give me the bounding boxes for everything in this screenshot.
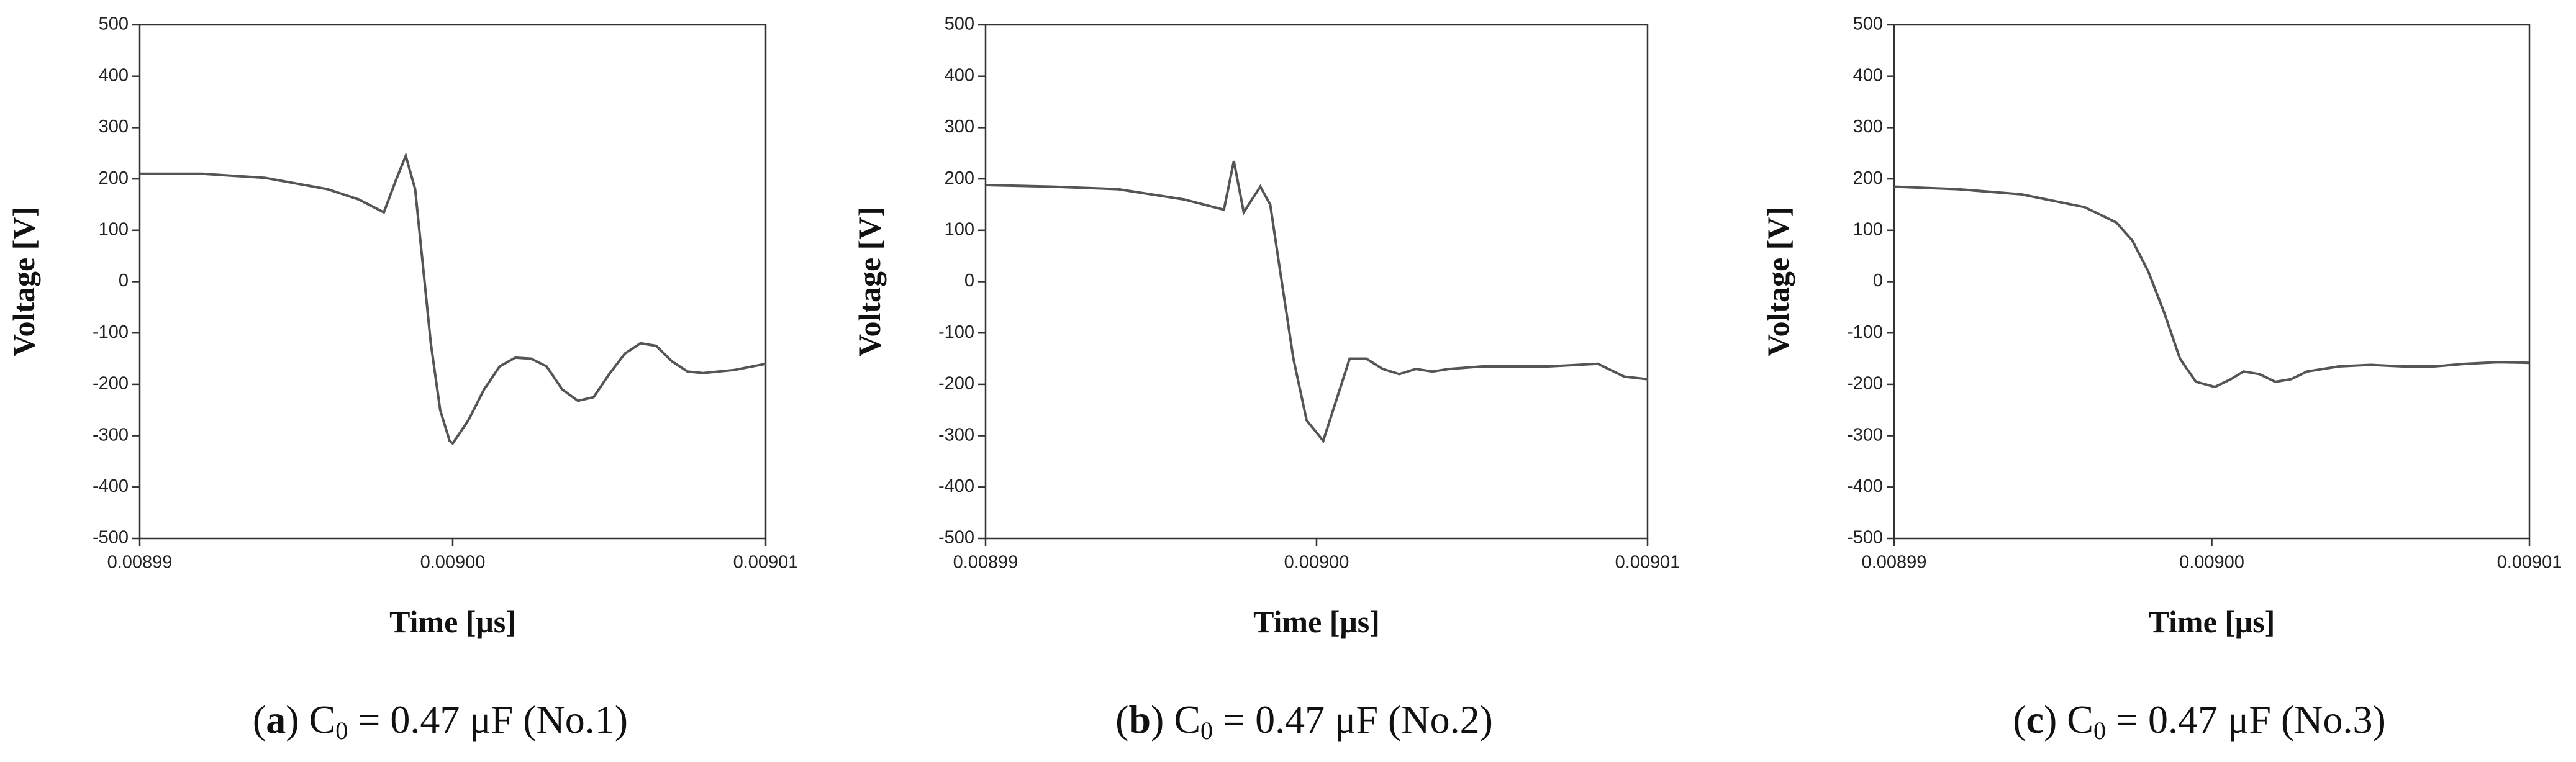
- y-tick-label: 400: [1853, 65, 1883, 85]
- y-tick-label: -500: [1847, 528, 1883, 548]
- caption: (b) C0 = 0.47 μF (No.2): [1115, 697, 1493, 745]
- y-axis-label: Voltage [V]: [852, 207, 887, 356]
- y-tick-label: -400: [93, 476, 129, 496]
- data-line: [140, 152, 766, 445]
- caption-tail: = 0.47 μF (No.2): [1213, 697, 1493, 742]
- panel: -500 -400 -300 -200 -100 0 100 200 300 400 500 0.00…: [6, 14, 798, 745]
- x-axis-label: Time [μs]: [1253, 604, 1380, 639]
- caption: (c) C0 = 0.47 μF (No.3): [2013, 697, 2386, 745]
- y-tick-label: 400: [945, 65, 974, 85]
- x-tick-label: 0.00900: [420, 553, 486, 573]
- x-tick-label: 0.00900: [2179, 553, 2244, 573]
- y-tick-label: -200: [93, 374, 129, 394]
- x-tick-label: 0.00899: [953, 553, 1018, 573]
- y-tick-label: -400: [1847, 476, 1883, 496]
- y-tick-label: -300: [1847, 425, 1883, 445]
- caption-tail: = 0.47 μF (No.3): [2106, 697, 2386, 742]
- x-axis-label: Time [μs]: [389, 604, 516, 639]
- caption-paren: (: [1115, 697, 1128, 742]
- x-tick-label: 0.00899: [107, 553, 173, 573]
- plot-frame: [138, 24, 767, 540]
- panel: -500 -400 -300 -200 -100 0 100 200 300 400 500 0.00…: [852, 14, 1680, 745]
- y-tick-label: -200: [938, 374, 974, 394]
- y-tick-label: -500: [93, 528, 129, 548]
- y-tick-label: -100: [938, 322, 974, 342]
- y-tick-label: 0: [1873, 271, 1883, 291]
- caption-tail: = 0.47 μF (No.1): [348, 697, 628, 742]
- caption-paren: ): [1151, 697, 1174, 742]
- y-tick-label: 100: [1853, 219, 1883, 239]
- y-tick-label: 300: [99, 117, 129, 137]
- y-tick-label: -100: [1847, 322, 1883, 342]
- caption-sub: 0: [1200, 717, 1213, 745]
- y-tick-label: -400: [938, 476, 974, 496]
- y-tick-label: -100: [93, 322, 129, 342]
- x-axis-label: Time [μs]: [2149, 604, 2275, 639]
- x-tick-label: 0.00901: [2497, 553, 2562, 573]
- caption-tag: c: [2026, 697, 2044, 742]
- y-tick-label: 400: [99, 65, 129, 85]
- y-tick-label: 0: [964, 271, 974, 291]
- y-tick-label: 500: [945, 14, 974, 34]
- caption-main: C: [309, 697, 336, 742]
- data-line: [1893, 185, 2530, 389]
- x-tick-label: 0.00901: [733, 553, 799, 573]
- caption-paren: ): [2044, 697, 2067, 742]
- y-tick-label: 200: [945, 168, 974, 188]
- y-tick-label: 300: [945, 117, 974, 137]
- x-tick-label: 0.00901: [1615, 553, 1680, 573]
- y-tick-label: 500: [99, 14, 129, 34]
- y-tick-label: -300: [93, 425, 129, 445]
- caption-paren: ): [286, 697, 309, 742]
- y-tick-label: 100: [945, 219, 974, 239]
- caption-paren: (: [2013, 697, 2026, 742]
- caption-main: C: [1174, 697, 1200, 742]
- y-tick-label: 0: [119, 271, 129, 291]
- y-tick-label: 200: [1853, 168, 1883, 188]
- panel: -500 -400 -300 -200 -100 0 100 200 300 400 500 0.00…: [1761, 14, 2562, 745]
- y-tick-label: -200: [1847, 374, 1883, 394]
- caption-tag: b: [1128, 697, 1151, 742]
- y-tick-label: 300: [1853, 117, 1883, 137]
- y-axis-label: Voltage [V]: [1761, 207, 1795, 356]
- y-tick-label: -500: [938, 528, 974, 548]
- caption-sub: 0: [335, 717, 348, 745]
- y-axis-label: Voltage [V]: [6, 207, 41, 356]
- plot-frame: [1893, 24, 2531, 540]
- caption-tag: a: [266, 697, 286, 742]
- caption-paren: (: [253, 697, 266, 742]
- x-tick-label: 0.00900: [1284, 553, 1349, 573]
- caption: (a) C0 = 0.47 μF (No.1): [253, 697, 628, 745]
- plot-frame: [984, 24, 1649, 540]
- y-tick-label: 100: [99, 219, 129, 239]
- x-tick-label: 0.00899: [1862, 553, 1927, 573]
- caption-sub: 0: [2093, 717, 2106, 745]
- data-line: [985, 160, 1648, 444]
- y-tick-label: -300: [938, 425, 974, 445]
- y-tick-label: 500: [1853, 14, 1883, 34]
- caption-main: C: [2067, 697, 2093, 742]
- y-tick-label: 200: [99, 168, 129, 188]
